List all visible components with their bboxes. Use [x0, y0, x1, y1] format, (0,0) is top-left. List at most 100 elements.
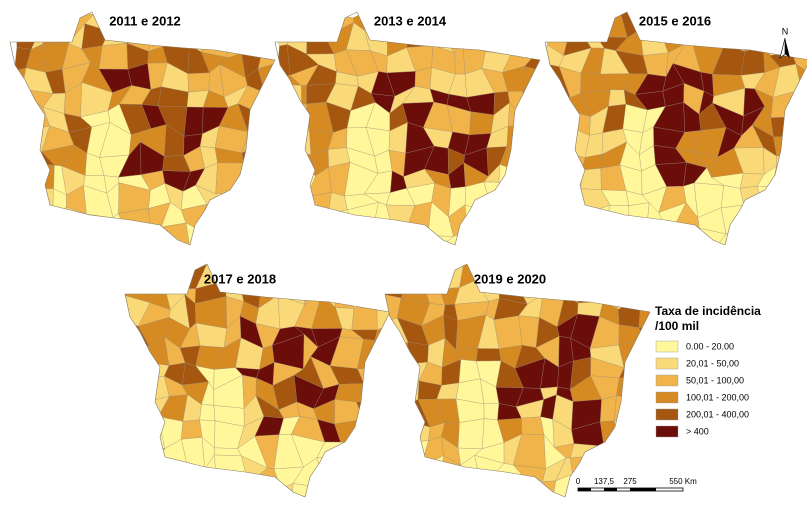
municipality: [563, 188, 582, 217]
municipality: [275, 151, 294, 166]
municipality: [664, 222, 681, 245]
municipality: [799, 225, 807, 245]
panel-title: 2019 e 2020: [474, 271, 546, 286]
municipality: [521, 111, 540, 134]
municipality: [792, 21, 807, 54]
scale-bar-seg: [630, 488, 656, 491]
municipality: [560, 166, 583, 191]
municipality: [275, 104, 302, 135]
municipality: [125, 442, 146, 469]
municipality: [86, 224, 111, 245]
legend-swatch: [655, 425, 679, 438]
municipality: [646, 227, 666, 245]
municipality: [278, 264, 306, 287]
municipality: [353, 455, 382, 481]
municipality: [577, 274, 604, 304]
municipality: [264, 92, 275, 118]
municipality: [286, 224, 320, 245]
municipality: [616, 375, 641, 398]
north-arrow-icon: [779, 37, 786, 59]
legend-label: 0.00 - 20.00: [686, 341, 734, 351]
municipality: [498, 181, 534, 218]
municipality: [125, 377, 144, 405]
municipality: [291, 264, 326, 288]
scale-label: 137,5: [594, 477, 615, 486]
municipality: [336, 231, 360, 245]
legend-swatch: [655, 340, 679, 353]
municipality: [41, 224, 74, 245]
municipality: [183, 106, 204, 137]
municipality: [522, 126, 540, 158]
municipality: [10, 163, 34, 190]
municipality: [797, 124, 807, 154]
municipality: [125, 479, 150, 497]
municipality: [773, 136, 802, 157]
panel-title: 2011 e 2012: [109, 13, 181, 28]
municipality: [252, 162, 275, 192]
municipality: [522, 66, 540, 99]
municipality: [406, 264, 425, 287]
municipality: [482, 206, 513, 231]
municipality: [385, 403, 412, 428]
municipality: [289, 130, 312, 155]
municipality: [320, 485, 343, 497]
municipality: [136, 416, 165, 449]
municipality: [483, 403, 500, 421]
municipality: [260, 114, 275, 134]
municipality: [484, 12, 509, 28]
municipality: [275, 82, 302, 114]
municipality: [740, 222, 763, 245]
municipality: [407, 455, 428, 489]
municipality: [603, 446, 620, 463]
municipality: [501, 206, 529, 231]
municipality: [223, 231, 240, 245]
municipality: [101, 224, 127, 245]
municipality: [639, 355, 650, 378]
municipality: [794, 86, 807, 118]
municipality: [332, 264, 351, 284]
municipality: [147, 479, 169, 497]
municipality: [385, 264, 410, 282]
municipality: [465, 204, 494, 232]
municipalities: [385, 264, 650, 497]
municipality: [125, 264, 147, 280]
municipality: [319, 208, 337, 234]
legend-label: 20,01 - 50,00: [686, 358, 739, 368]
scale-bar-seg: [578, 488, 591, 491]
municipality: [374, 340, 390, 370]
municipality: [390, 341, 409, 366]
municipality: [469, 111, 495, 135]
municipality: [125, 458, 149, 484]
municipality: [731, 12, 765, 37]
municipality: [633, 264, 650, 284]
state-outline: [274, 11, 541, 246]
municipality: [672, 27, 704, 45]
municipality: [349, 264, 382, 284]
municipality: [600, 395, 617, 422]
municipality: [243, 191, 263, 218]
municipality: [291, 208, 320, 234]
municipality: [118, 208, 152, 238]
panel-title: 2015 e 2016: [639, 13, 711, 28]
municipality: [23, 230, 56, 245]
municipality: [761, 211, 771, 231]
municipality: [546, 166, 565, 198]
municipality: [143, 226, 162, 245]
municipality: [10, 101, 35, 133]
municipality: [791, 188, 807, 214]
panel-title: 2013 e 2014: [374, 13, 447, 28]
municipality: [578, 223, 605, 245]
municipality: [187, 72, 210, 93]
municipality: [145, 458, 169, 483]
municipality: [485, 25, 512, 55]
municipality: [456, 487, 489, 497]
municipality: [545, 12, 570, 34]
municipality: [275, 224, 299, 245]
municipality: [130, 400, 138, 421]
municipality: [768, 210, 800, 230]
municipality: [316, 457, 344, 489]
municipality: [618, 295, 642, 328]
legend-swatch: [655, 357, 679, 370]
legend-swatch: [655, 374, 679, 387]
municipality: [65, 224, 94, 245]
